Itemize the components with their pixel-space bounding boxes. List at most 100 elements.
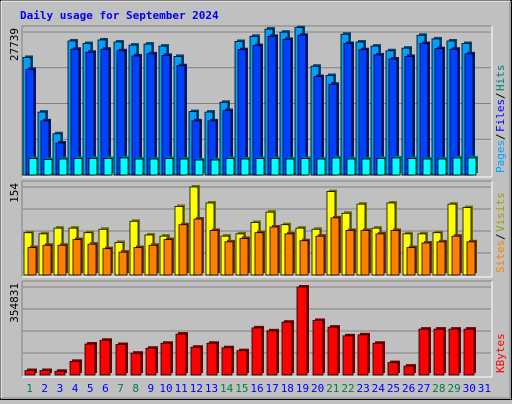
bar-files-day-15	[237, 47, 248, 176]
day-label-25: 25	[387, 382, 400, 395]
bar-sites-day-2	[42, 243, 53, 276]
panel-2: 354831 KBytes	[8, 280, 507, 378]
bar-sites-day-27	[421, 241, 432, 276]
day-label-31: 31	[478, 382, 491, 395]
bar-files-day-28	[434, 46, 445, 176]
day-label-7: 7	[117, 382, 124, 395]
legend-kbytes: KBytes	[494, 333, 507, 373]
day-label-22: 22	[341, 382, 354, 395]
bar-pages-day-25	[391, 155, 402, 176]
bar-sites-day-6	[102, 246, 113, 276]
bar-sites-day-29	[451, 234, 462, 276]
bar-kbytes-day-27	[418, 327, 431, 376]
bar-sites-day-19	[299, 238, 310, 276]
day-label-18: 18	[281, 382, 294, 395]
day-label-27: 27	[417, 382, 430, 395]
bar-files-day-4	[70, 47, 81, 176]
day-label-29: 29	[447, 382, 460, 395]
bar-kbytes-day-30	[463, 327, 476, 376]
bar-sites-day-23	[360, 228, 371, 276]
bar-kbytes-day-6	[99, 338, 112, 376]
bar-pages-day-27	[422, 157, 433, 176]
day-label-5: 5	[87, 382, 94, 395]
panel-1: 154 Sites/Visits	[8, 180, 507, 278]
bar-kbytes-day-16	[251, 325, 264, 376]
bar-pages-day-19	[300, 156, 311, 176]
bar-pages-day-18	[285, 157, 296, 176]
bar-pages-day-6	[103, 156, 114, 176]
day-label-12: 12	[190, 382, 203, 395]
day-label-19: 19	[296, 382, 309, 395]
bar-pages-day-11	[179, 157, 190, 176]
legend-separator: /	[494, 133, 507, 140]
y-max-label: 27739	[8, 28, 21, 61]
bar-sites-day-10	[163, 237, 174, 276]
bar-files-day-5	[85, 50, 96, 176]
legend-files: Files	[494, 99, 507, 132]
bar-files-day-29	[449, 47, 460, 176]
day-label-20: 20	[311, 382, 324, 395]
day-label-1: 1	[26, 382, 33, 395]
bar-sites-day-12	[193, 217, 204, 276]
day-label-15: 15	[235, 382, 248, 395]
day-label-30: 30	[463, 382, 476, 395]
bar-kbytes-day-29	[448, 327, 461, 376]
bar-sites-day-24	[375, 231, 386, 276]
day-label-21: 21	[326, 382, 339, 395]
bar-sites-day-1	[27, 245, 38, 276]
bar-pages-day-20	[316, 157, 327, 176]
bar-sites-day-20	[315, 234, 326, 276]
bar-pages-day-13	[210, 158, 221, 176]
day-label-3: 3	[57, 382, 64, 395]
bar-pages-day-28	[437, 157, 448, 176]
bar-sites-day-22	[345, 228, 356, 276]
bar-kbytes-day-7	[115, 342, 128, 376]
bar-kbytes-day-8	[130, 351, 143, 376]
day-label-28: 28	[432, 382, 445, 395]
day-label-6: 6	[102, 382, 109, 395]
bar-pages-day-26	[407, 156, 418, 176]
bar-sites-day-16	[254, 230, 265, 276]
bar-pages-day-1	[28, 156, 39, 176]
bar-files-day-17	[267, 34, 278, 176]
bar-kbytes-day-25	[387, 360, 400, 376]
bar-kbytes-day-10	[160, 341, 173, 376]
bar-pages-day-3	[58, 157, 69, 176]
bar-pages-day-4	[73, 156, 84, 176]
bar-sites-day-28	[436, 239, 447, 276]
bar-kbytes-day-28	[433, 327, 446, 376]
bar-files-day-19	[297, 33, 308, 176]
bar-sites-day-3	[57, 243, 68, 276]
bar-files-day-22	[343, 41, 354, 176]
day-label-24: 24	[372, 382, 386, 395]
bar-pages-day-14	[225, 156, 236, 176]
bar-files-day-23	[358, 47, 369, 176]
bars-panel-2	[24, 285, 476, 376]
bar-sites-day-8	[133, 245, 144, 276]
bar-sites-day-13	[209, 228, 220, 276]
bar-kbytes-day-11	[175, 332, 188, 376]
bar-files-day-9	[146, 51, 157, 176]
bar-sites-day-11	[178, 222, 189, 276]
bar-files-day-16	[252, 43, 263, 176]
bar-pages-day-22	[346, 157, 357, 176]
bar-sites-day-21	[330, 215, 341, 276]
bar-kbytes-day-2	[39, 368, 52, 376]
bar-sites-day-4	[72, 237, 83, 276]
bar-pages-day-8	[134, 157, 145, 176]
bar-kbytes-day-22	[342, 333, 355, 376]
legend-panel-1: Sites/Visits	[494, 192, 507, 273]
bar-pages-day-10	[164, 156, 175, 176]
legend-panel-0: Pages/Files/Hits	[494, 65, 507, 174]
bar-kbytes-day-4	[69, 359, 82, 376]
day-label-4: 4	[72, 382, 79, 395]
bar-pages-day-9	[149, 157, 160, 176]
bar-kbytes-day-19	[296, 285, 309, 376]
bar-kbytes-day-17	[266, 328, 279, 376]
bar-pages-day-23	[361, 157, 372, 176]
bar-sites-day-30	[466, 239, 477, 276]
y-max-label: 154	[8, 183, 21, 203]
bar-kbytes-day-15	[236, 348, 249, 376]
